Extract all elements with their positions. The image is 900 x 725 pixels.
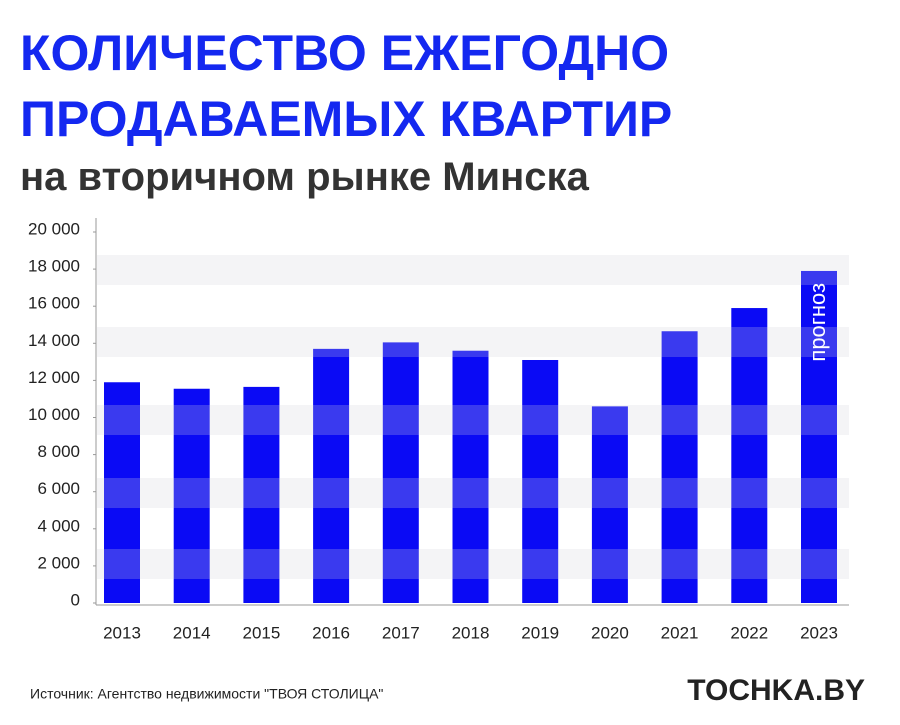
stripe (97, 549, 849, 579)
x-tick-label: 2014 (173, 623, 211, 642)
y-tick-label: 8 000 (37, 442, 80, 461)
bar (452, 350, 489, 603)
x-tick-label: 2021 (661, 623, 699, 642)
stripe (97, 405, 849, 435)
chart-title: КОЛИЧЕСТВО ЕЖЕГОДНО (20, 25, 669, 81)
stripes (97, 255, 849, 579)
y-tick-label: 18 000 (28, 257, 80, 276)
chart-title: ПРОДАВАЕМЫХ КВАРТИР (20, 91, 672, 147)
y-tick-label: 16 000 (28, 294, 80, 313)
bar (313, 348, 350, 603)
bar (522, 359, 559, 603)
bar (104, 382, 140, 603)
stripe (97, 478, 849, 508)
stripes-overlay (97, 255, 849, 579)
bar (661, 331, 698, 603)
x-tick-label: 2018 (452, 623, 490, 642)
y-tick-label: 2 000 (37, 553, 80, 572)
stripe (97, 255, 849, 285)
bar (382, 342, 419, 603)
y-tick-label: 0 (71, 590, 80, 609)
x-tick-label: 2017 (382, 623, 420, 642)
y-tick-label: 14 000 (28, 331, 80, 350)
bar (173, 388, 210, 603)
y-tick-label: 10 000 (28, 405, 80, 424)
x-tick-label: 2016 (312, 623, 350, 642)
stripe (97, 478, 849, 508)
y-tick-label: 4 000 (37, 516, 80, 535)
logo: TOCHKA.BY (687, 674, 865, 707)
x-tick-label: 2019 (521, 623, 559, 642)
stripe (97, 549, 849, 579)
stripe (97, 327, 849, 357)
chart-subtitle: на вторичном рынке Минска (20, 155, 590, 199)
bar (591, 406, 628, 603)
x-tick-label: 2020 (591, 623, 629, 642)
source: Источник: Агентство недвижимости "ТВОЯ С… (30, 686, 383, 702)
bar (801, 270, 837, 603)
annotation: прогноз (805, 283, 830, 362)
x-tick-label: 2022 (730, 623, 768, 642)
y-tick-label: 20 000 (28, 219, 80, 238)
stripe (97, 405, 849, 435)
x-tick-label: 2015 (242, 623, 280, 642)
stripe (97, 255, 849, 285)
bar (731, 308, 768, 603)
stripe (97, 327, 849, 357)
y-tick-label: 12 000 (28, 368, 80, 387)
bar (243, 386, 280, 603)
y-tick-label: 6 000 (37, 479, 80, 498)
x-tick-label: 2013 (103, 623, 141, 642)
x-tick-label: 2023 (800, 623, 838, 642)
